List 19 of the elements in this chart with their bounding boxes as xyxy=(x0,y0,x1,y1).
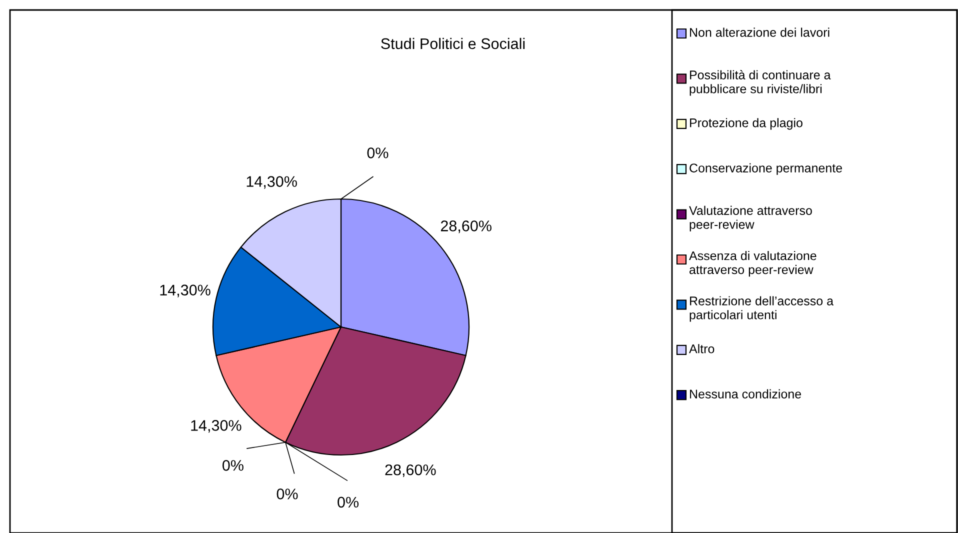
legend-label: Conservazione permanente xyxy=(690,163,842,175)
data-label: 14,30% xyxy=(191,420,242,433)
data-label: 14,30% xyxy=(160,284,210,298)
legend-label: Valutazione attraverso peer-review xyxy=(689,206,812,232)
data-label: 14,30% xyxy=(246,176,297,189)
legend-label: Protezione da plagio xyxy=(690,118,802,130)
legend-label: Assenza di valutazione attraverso peer-review xyxy=(689,251,816,277)
text: Studi Politici e Sociali xyxy=(381,38,525,50)
legend-label: Altro xyxy=(689,344,714,354)
data-label: 28,60% xyxy=(385,464,436,478)
legend-label: Nessuna condizione xyxy=(690,389,802,398)
text: 0% xyxy=(276,488,298,500)
legend-label: Restrizione dell’accesso a particolari utenti xyxy=(690,296,834,322)
legend-label: Possibilità di continuare a pubblicare su riviste/libri xyxy=(690,70,831,96)
text: 0% xyxy=(222,460,244,471)
text: 0% xyxy=(367,148,388,158)
data-label: 28,60% xyxy=(440,220,492,234)
legend-label: Non alterazione dei lavori xyxy=(690,28,830,37)
text: 0% xyxy=(338,496,359,508)
